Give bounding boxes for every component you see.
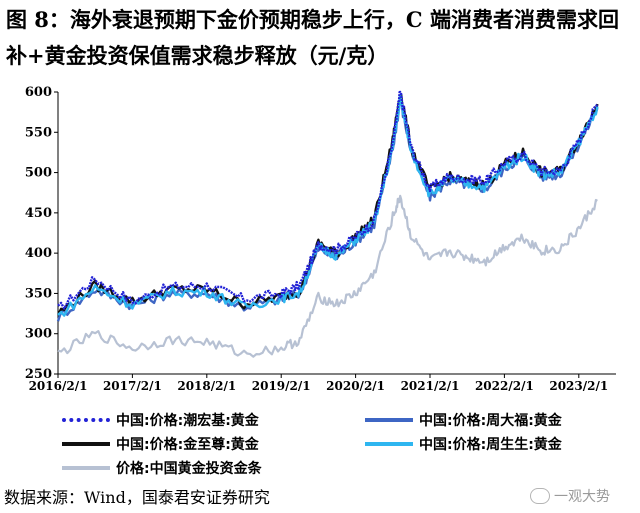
x-tick-label: 2023/2/1 [549,379,608,393]
legend-label-2: 中国:价格:金至尊:黄金 [116,437,259,453]
source-note: 数据来源：Wind，国泰君安证券研究 [4,488,270,507]
y-tick-label: 350 [25,286,52,301]
chat-bubble-icon [530,488,550,504]
x-tick-label: 2018/2/1 [177,379,236,393]
y-tick-label: 400 [25,246,52,261]
legend-swatch-3 [365,442,413,446]
y-tick-label: 500 [25,166,52,181]
x-tick-label: 2019/2/1 [252,379,311,393]
legend-label-3: 中国:价格:周生生:黄金 [419,437,562,453]
legend-swatch-2 [62,442,110,446]
y-tick-label: 600 [25,85,52,100]
x-tick-label: 2016/2/1 [29,379,88,393]
tick-labels-group: 250 300 350 400 450 500 550 600 2016/2/1 2017/2/1… [25,85,608,393]
series-group [56,90,599,358]
y-tick-label: 250 [25,367,52,382]
series-line-chow_tai_fook [56,100,599,322]
legend-item-2: 中国:价格:金至尊:黄金 [62,434,259,454]
series-line-chow_tai_seng [57,90,599,310]
axes-group [54,91,616,378]
x-tick-label: 2017/2/1 [103,379,162,393]
watermark-text: 一观大势 [554,489,610,505]
legend-label-1: 中国:价格:周大福:黄金 [419,413,562,429]
legend-item-1: 中国:价格:周大福:黄金 [365,410,562,430]
x-tick-label: 2022/2/1 [475,379,534,393]
y-tick-label: 550 [25,125,52,140]
series-line-chow_sang_sang [57,93,599,317]
legend-item-3: 中国:价格:周生生:黄金 [365,434,562,454]
y-tick-label: 450 [25,206,52,221]
legend-label-4: 价格:中国黄金投资金条 [116,461,262,477]
legend-item-4: 价格:中国黄金投资金条 [62,458,262,478]
y-tick-label: 300 [25,327,52,342]
x-tick-label: 2021/2/1 [401,379,460,393]
legend-swatch-1 [365,418,413,422]
chart-title: 图 8：海外衰退预期下金价预期稳步上行，C 端消费者消费需求回补+黄金投资保值需… [6,7,619,68]
legend-item-0: 中国:价格:潮宏基:黄金 [62,410,259,430]
watermark: 一观大势 [530,486,610,506]
series-line-chow_tai_chi [56,93,599,316]
legend-swatch-0 [62,418,110,422]
series-line-gold_bar [57,194,598,358]
legend-label-0: 中国:价格:潮宏基:黄金 [116,413,259,429]
x-tick-label: 2020/2/1 [326,379,385,393]
line-chart: 250 300 350 400 450 500 550 600 2016/2/1 2017/2/1… [25,85,616,393]
legend-swatch-4 [62,466,110,470]
